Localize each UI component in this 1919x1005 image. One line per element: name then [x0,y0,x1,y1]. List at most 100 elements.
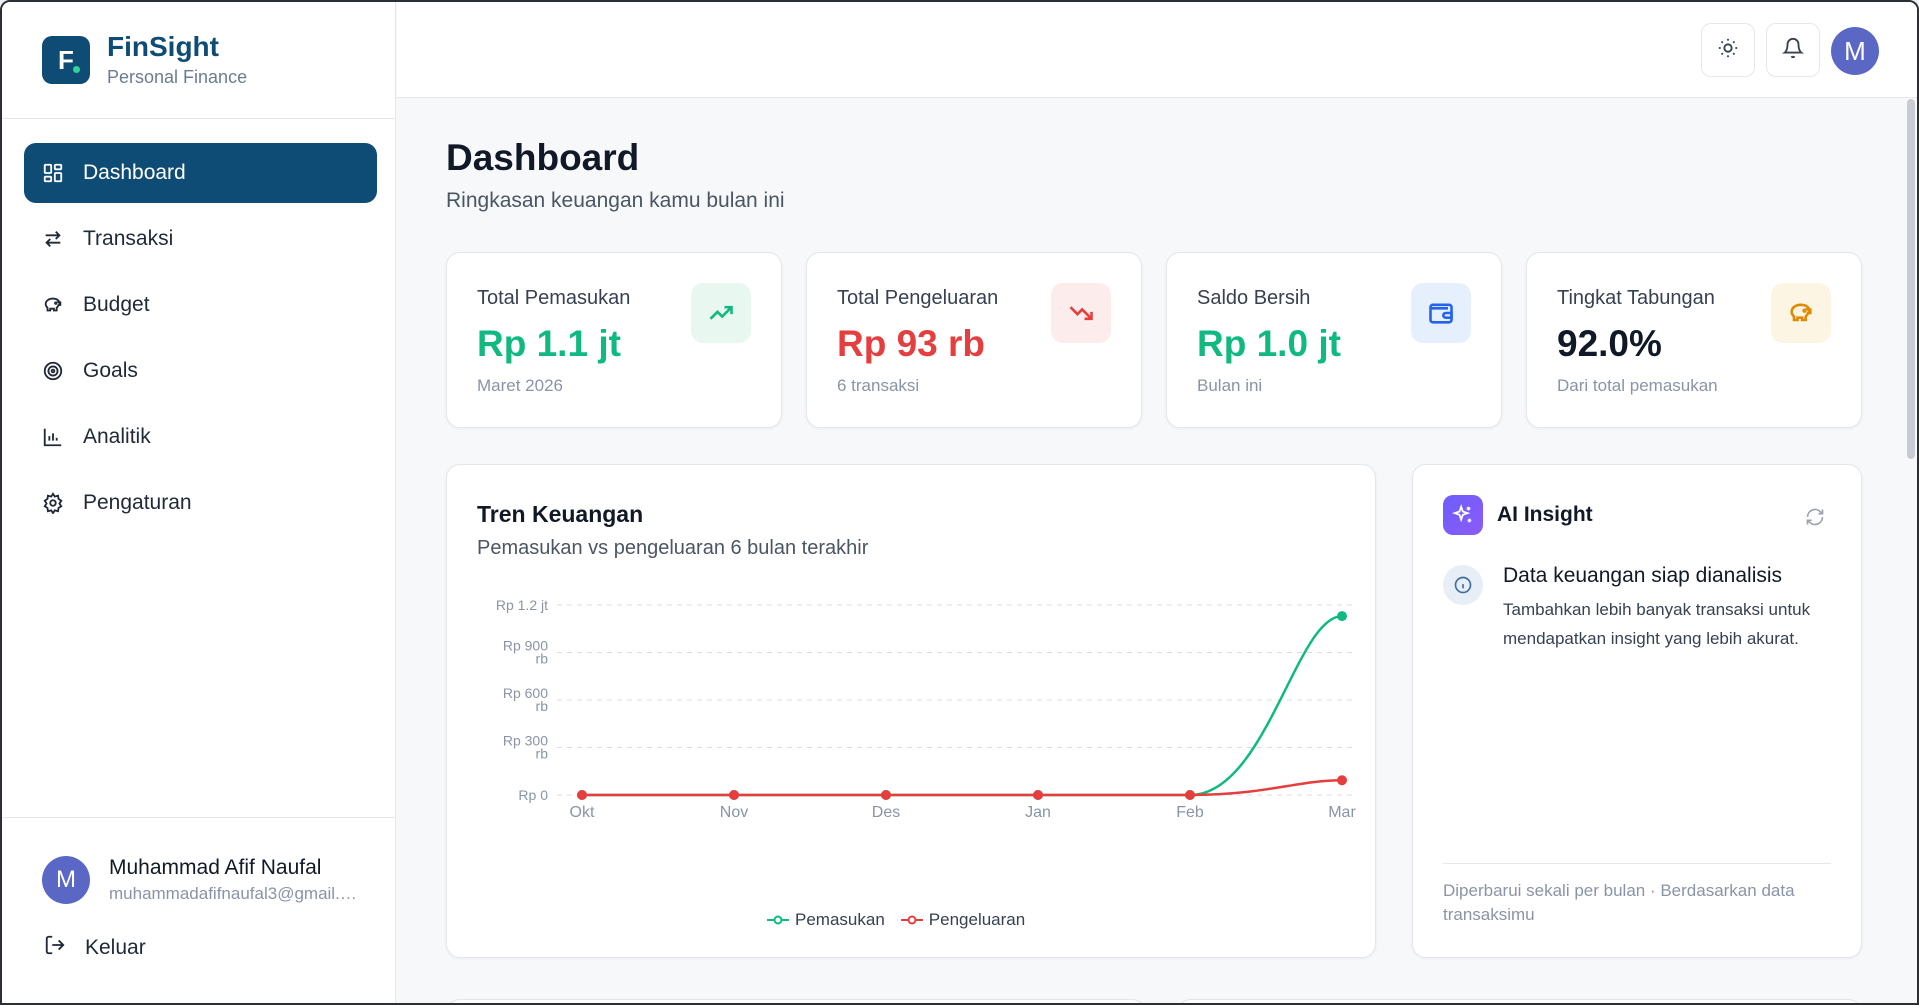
stat-label: Total Pemasukan [477,287,631,309]
legend-marker-income [767,915,789,925]
wallet-icon [1411,283,1471,343]
data-point-pengeluaran [1337,775,1347,786]
trend-chart-card: Tren Keuangan Pemasukan vs pengeluaran 6… [446,464,1376,958]
sidebar-item-pengaturan[interactable]: Pengaturan [24,473,377,533]
sidebar-item-analitik[interactable]: Analitik [24,407,377,467]
stat-card-balance: Saldo Bersih Rp 1.0 jt Bulan ini [1166,252,1502,428]
refresh-button[interactable] [1805,507,1825,532]
theme-toggle-button[interactable] [1701,23,1755,77]
y-tick-label: Rp 900 [503,638,548,654]
y-tick-label: Rp 0 [518,787,548,803]
x-tick-label: Jan [1025,804,1051,821]
avatar: M [42,856,90,904]
brand[interactable]: F FinSight Personal Finance [2,2,395,119]
top-bar: M [397,2,1917,98]
data-point-pengeluaran [729,790,739,800]
legend-label: Pemasukan [795,910,885,929]
legend-marker-expense [900,915,923,925]
stat-foot: Dari total pemasukan [1557,376,1718,395]
scrollbar[interactable] [1907,99,1915,459]
logout-icon [44,934,85,962]
user-email: muhammadafifnaufal3@gmail.com [109,884,359,903]
stat-value: Rp 93 rb [837,323,986,364]
stat-card-expense: Total Pengeluaran Rp 93 rb 6 transaksi [806,252,1142,428]
ai-insight-card: AI Insight Data keuangan siap dianalisis… [1412,464,1862,958]
x-tick-label: Okt [570,804,595,821]
ai-insight-title: AI Insight [1497,503,1593,526]
y-tick-label: rb [536,698,549,714]
sidebar-item-label: Dashboard [83,161,186,184]
stat-foot: Bulan ini [1197,376,1263,395]
main-content: Dashboard Ringkasan keuangan kamu bulan … [397,99,1911,1003]
series-line-pemasukan [582,614,1343,797]
stat-label: Saldo Bersih [1197,287,1311,309]
ai-insight-footer: Diperbarui sekali per bulan · Berdasarka… [1443,881,1795,924]
lower-card-left [446,999,1146,1003]
data-point-pengeluaran [1033,790,1043,800]
legend-item-expense[interactable]: Pengeluaran [900,910,1026,930]
ai-message-title: Data keuangan siap dianalisis [1503,564,1783,587]
legend-item-income[interactable]: Pemasukan [767,910,885,930]
divider [1443,863,1831,864]
refresh-icon [1805,508,1825,531]
sidebar-item-budget[interactable]: Budget [24,275,377,335]
sidebar-footer: M Muhammad Afif Naufal muhammadafifnaufa… [2,817,396,1003]
sidebar-item-label: Pengaturan [83,491,192,514]
page-subtitle: Ringkasan keuangan kamu bulan ini [446,189,785,212]
stat-label: Tingkat Tabungan [1557,287,1715,309]
user-profile[interactable]: M Muhammad Afif Naufal muhammadafifnaufa… [2,818,396,904]
data-point-pengeluaran [577,790,587,800]
info-icon [1443,565,1483,605]
brand-name: FinSight [107,30,219,62]
y-tick-label: Rp 300 [503,733,548,749]
stat-label: Total Pengeluaran [837,287,999,309]
stat-foot: Maret 2026 [477,376,563,395]
x-tick-label: Nov [720,804,748,821]
sidebar-item-transaksi[interactable]: Transaksi [24,209,377,269]
brand-subtitle: Personal Finance [107,67,248,88]
stat-card-savings-rate: Tingkat Tabungan 92.0% Dari total pemasu… [1526,252,1862,428]
chart-title: Tren Keuangan [477,501,644,527]
legend-label: Pengeluaran [928,910,1026,929]
bell-icon [1781,37,1805,64]
notifications-button[interactable] [1766,23,1820,77]
brand-logo-dot [73,66,80,73]
sidebar-nav: Dashboard Transaksi Budget Goals [2,119,395,533]
data-point-pemasukan [1337,611,1347,622]
trend-down-icon [1051,283,1111,343]
sidebar-item-dashboard[interactable]: Dashboard [24,143,377,203]
y-tick-label: Rp 1.2 jt [496,597,548,613]
sidebar-item-goals[interactable]: Goals [24,341,377,401]
sun-icon [1717,37,1739,64]
brand-logo-letter: F [58,44,74,75]
x-tick-label: Des [872,804,900,821]
logout-label: Keluar [85,936,146,959]
sidebar: F FinSight Personal Finance Dashboard Tr… [2,2,396,1003]
stat-card-income: Total Pemasukan Rp 1.1 jt Maret 2026 [446,252,782,428]
data-point-pengeluaran [881,790,891,800]
stat-value: 92.0% [1557,323,1662,364]
sidebar-item-label: Transaksi [83,227,174,250]
target-icon [42,360,64,382]
y-tick-label: rb [536,651,549,667]
page-title: Dashboard [446,137,640,178]
logout-button[interactable]: Keluar [2,904,396,962]
sidebar-item-label: Budget [83,293,150,316]
x-tick-label: Mar [1328,804,1356,821]
sidebar-item-label: Goals [83,359,138,382]
dashboard-grid-icon [42,162,64,184]
x-tick-label: Feb [1176,804,1204,821]
series-line-pengeluaran [582,779,1343,797]
gear-icon [42,492,64,514]
top-avatar[interactable]: M [1831,27,1879,75]
stat-value: Rp 1.0 jt [1197,323,1341,364]
stat-foot: 6 transaksi [837,376,920,395]
data-point-pengeluaran [1185,790,1195,800]
y-tick-label: rb [536,746,549,762]
sparkles-icon [1443,495,1483,535]
chart-subtitle: Pemasukan vs pengeluaran 6 bulan terakhi… [477,537,869,559]
brand-logo: F [42,36,90,84]
trend-up-icon [691,283,751,343]
